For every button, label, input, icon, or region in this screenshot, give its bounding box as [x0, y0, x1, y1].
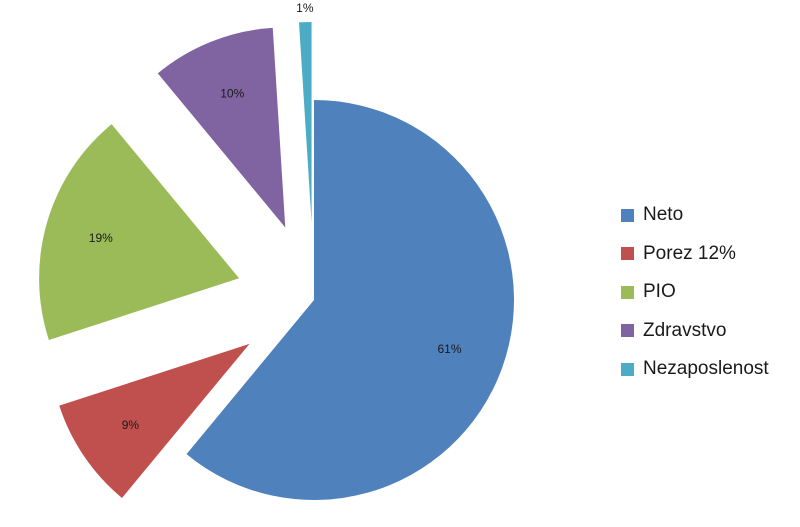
data-label-pio: 19% — [89, 231, 113, 245]
legend-label-porez: Porez 12% — [643, 242, 736, 264]
legend-label-neto: Neto — [643, 204, 684, 226]
data-label-zdravstvo: 10% — [220, 87, 244, 101]
data-label-nezaposlenost: 1% — [296, 1, 314, 15]
legend: Neto Porez 12% PIO Zdravstvo Nezaposleno… — [621, 196, 769, 389]
legend-label-zdravstvo: Zdravstvo — [643, 319, 727, 341]
legend-label-nezaposlenost: Nezaposlenost — [643, 358, 769, 380]
legend-swatch-pio — [621, 285, 634, 299]
pie-slice-zdravstvo — [157, 27, 286, 228]
data-label-neto: 61% — [437, 342, 461, 356]
pie-slice-porez-12 — [59, 343, 250, 498]
legend-item-zdravstvo: Zdravstvo — [621, 312, 769, 351]
legend-swatch-neto — [621, 208, 634, 222]
data-label-porez-12: 9% — [122, 418, 140, 432]
legend-item-porez: Porez 12% — [621, 235, 769, 274]
legend-item-neto: Neto — [621, 196, 769, 235]
legend-swatch-zdravstvo — [621, 324, 634, 338]
legend-item-pio: PIO — [621, 273, 769, 312]
pie-slice-pio — [39, 124, 240, 341]
legend-label-pio: PIO — [643, 281, 676, 303]
legend-swatch-nezaposlenost — [621, 362, 634, 376]
pie-slice-neto — [186, 100, 514, 500]
legend-item-nezaposlenost: Nezaposlenost — [621, 350, 769, 389]
legend-swatch-porez — [621, 247, 634, 261]
pie-slice-nezaposlenost — [298, 22, 312, 223]
